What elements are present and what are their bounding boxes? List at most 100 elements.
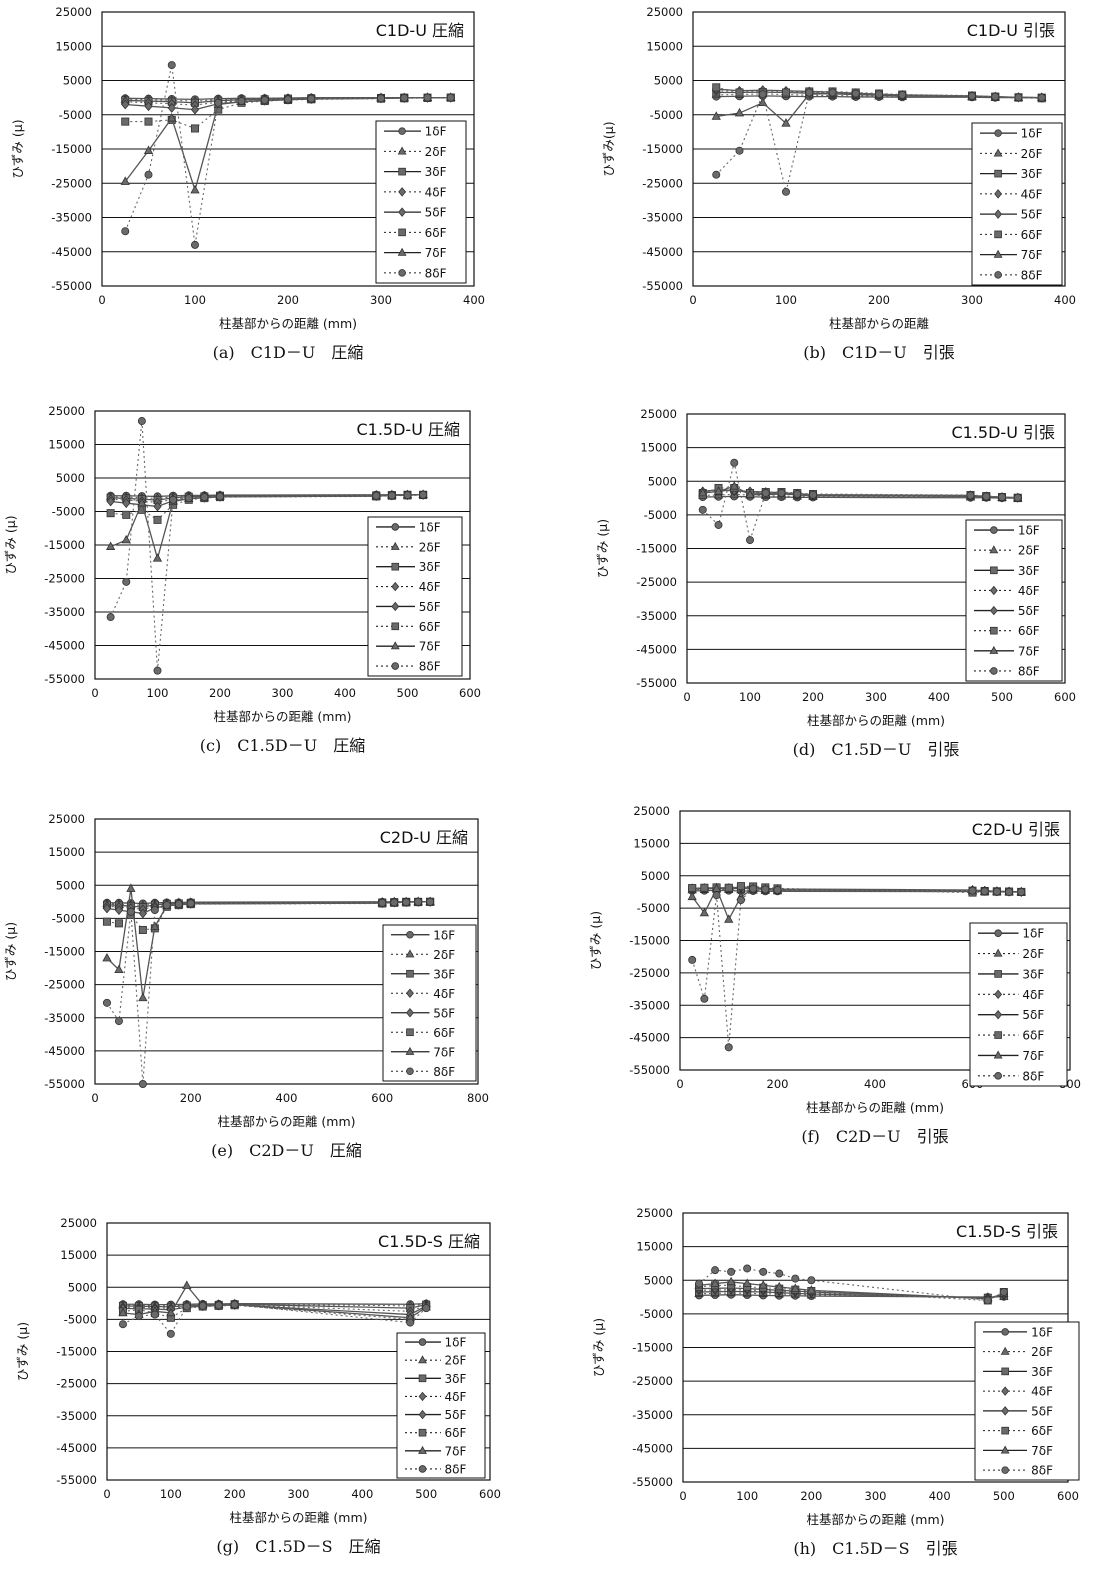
legend-marker <box>990 566 998 575</box>
series-8 <box>118 1300 431 1338</box>
legend-marker <box>994 169 1002 178</box>
legend-marker <box>406 988 414 998</box>
legend-box <box>971 122 1063 286</box>
data-point <box>134 1312 143 1321</box>
panel-caption: (g) C1.5D－S 圧縮 <box>216 1537 380 1556</box>
series-8 <box>102 897 435 1089</box>
x-tick-label: 0 <box>91 1091 98 1105</box>
legend-label: 8δF <box>445 1462 467 1476</box>
legend-marker <box>989 545 999 554</box>
legend-marker <box>398 228 406 237</box>
y-tick-label: 5000 <box>56 878 85 892</box>
data-point <box>406 1318 415 1327</box>
data-point <box>137 497 147 507</box>
y-tick-label: -15000 <box>44 945 85 959</box>
chart-panel-d: 25000150005000-5000-15000-25000-35000-45… <box>595 407 1076 759</box>
y-axis-title: ひずみ (μ) <box>10 119 25 178</box>
legend-label: 1δF <box>419 520 441 534</box>
legend-label: 8δF <box>419 660 441 674</box>
data-point <box>150 1310 159 1319</box>
legend-label: 2δF <box>445 1354 467 1368</box>
y-tick-label: -5000 <box>52 911 85 925</box>
x-axis-title: 柱基部からの距離 <box>829 316 930 331</box>
legend-marker <box>1001 1386 1010 1396</box>
y-tick-label: -5000 <box>52 505 85 519</box>
data-point <box>687 891 697 901</box>
y-tick-label: -35000 <box>636 609 677 623</box>
data-point <box>1013 493 1022 502</box>
data-point <box>167 102 176 113</box>
y-tick-label: -55000 <box>636 676 677 690</box>
y-tick-label: -45000 <box>44 1044 85 1058</box>
x-tick-label: 400 <box>351 1487 373 1501</box>
y-tick-label: -15000 <box>44 538 85 552</box>
x-tick-label: 300 <box>961 293 983 307</box>
data-point <box>426 897 435 906</box>
legend-label: 4δF <box>1018 584 1040 598</box>
legend-marker <box>994 989 1003 1000</box>
legend-marker <box>1001 1367 1009 1376</box>
legend-marker <box>993 1050 1003 1059</box>
y-tick-label: -45000 <box>44 639 85 653</box>
data-point <box>153 666 162 675</box>
data-point <box>699 907 710 917</box>
legend-marker <box>418 1391 427 1402</box>
legend-marker <box>406 1067 414 1076</box>
data-point <box>214 98 223 107</box>
data-point <box>736 882 745 891</box>
y-tick-label: -25000 <box>56 1377 97 1391</box>
legend-label: 5δF <box>425 206 447 220</box>
data-point <box>167 61 176 70</box>
data-point <box>283 95 292 104</box>
y-tick-label: 15000 <box>636 1240 673 1254</box>
x-tick-label: 600 <box>371 1091 393 1105</box>
data-point <box>237 97 246 106</box>
legend-marker <box>994 929 1002 937</box>
y-tick-label: -15000 <box>636 542 677 556</box>
legend-label: 1δF <box>1018 524 1040 538</box>
data-point <box>138 925 147 934</box>
legend: 1δF 2δF 3δF 4δF 5δF 6δF 7δF 8δF <box>965 519 1063 682</box>
data-point <box>1037 93 1046 102</box>
legend-marker <box>989 645 999 654</box>
y-tick-label: -55000 <box>642 279 683 293</box>
x-axis-title: 柱基部からの距離 (mm) <box>806 1512 944 1527</box>
data-point <box>711 111 721 120</box>
data-point <box>777 489 786 498</box>
data-point <box>724 1043 733 1052</box>
legend-label: 7δF <box>1021 248 1043 262</box>
data-point <box>114 905 124 916</box>
y-axis-title: ひずみ (μ) <box>3 515 18 574</box>
data-point <box>137 417 146 426</box>
data-point <box>711 1266 720 1275</box>
legend-marker <box>989 585 998 596</box>
legend-label: 4δF <box>419 580 441 594</box>
series-8 <box>695 1264 1008 1305</box>
legend-marker <box>990 626 998 635</box>
data-point <box>387 491 396 500</box>
x-tick-label: 500 <box>397 686 419 700</box>
y-tick-label: 15000 <box>633 836 670 850</box>
y-tick-label: 25000 <box>48 404 85 418</box>
panel-caption: (h) C1.5D－S 引張 <box>793 1539 957 1558</box>
legend-marker <box>406 1028 414 1037</box>
data-point <box>688 955 697 964</box>
legend-label: 4δF <box>433 987 455 1001</box>
data-point <box>805 88 814 97</box>
data-point <box>790 1283 800 1292</box>
legend-marker <box>993 948 1003 957</box>
x-tick-label: 300 <box>288 1487 310 1501</box>
legend-box <box>375 120 467 284</box>
y-tick-label: -15000 <box>632 1341 673 1355</box>
legend-marker <box>418 1465 427 1473</box>
data-point <box>121 534 131 544</box>
data-point <box>968 91 977 100</box>
panel-title: C1.5D-S 圧縮 <box>378 1232 480 1251</box>
legend-marker <box>418 1409 427 1420</box>
data-point <box>710 1278 720 1287</box>
series-line <box>702 462 1018 543</box>
series-8 <box>121 61 455 249</box>
legend-marker <box>398 187 407 197</box>
legend-marker <box>391 662 400 670</box>
